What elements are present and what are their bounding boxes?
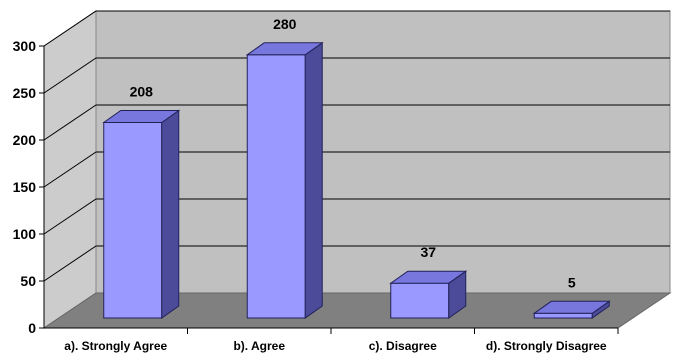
y-tick-label: 50 <box>20 273 36 289</box>
gridline <box>43 10 670 47</box>
gridline <box>43 245 670 282</box>
bar-front <box>533 312 593 319</box>
chart-gridlines <box>43 10 670 282</box>
gridline <box>43 151 670 188</box>
data-label: 37 <box>420 244 436 260</box>
data-labels: 208 280 37 5 <box>130 16 576 290</box>
y-tick-label: 0 <box>28 320 36 336</box>
data-label: 280 <box>273 16 297 32</box>
bar-front <box>390 282 450 319</box>
x-tick-label: c). Disagree <box>369 339 437 353</box>
bar-top <box>389 270 468 284</box>
y-tick-label: 300 <box>13 38 37 54</box>
bar-top <box>245 42 324 56</box>
bar-side <box>161 109 180 319</box>
bar-top <box>532 300 611 314</box>
data-label: 5 <box>568 274 576 290</box>
x-tick-label: a). Strongly Agree <box>64 339 167 353</box>
bar-2 <box>245 41 324 319</box>
chart-bars <box>102 41 611 319</box>
bar-top <box>102 109 181 123</box>
gridline <box>43 57 670 94</box>
y-axis-tick-labels: 0 50 100 150 200 250 300 <box>13 38 37 336</box>
bar-3 <box>389 270 468 319</box>
gridline <box>43 198 670 235</box>
bar-side <box>304 41 323 319</box>
y-tick-label: 250 <box>13 85 37 101</box>
bar-4 <box>532 300 611 319</box>
x-axis-tick-labels: a). Strongly Agree b). Agree c). Disagree d… <box>64 339 607 353</box>
x-tick-label: d). Strongly Disagree <box>486 339 607 353</box>
y-tick-label: 150 <box>13 179 37 195</box>
bar-front <box>246 54 306 319</box>
bar-1 <box>102 109 181 319</box>
gridline <box>43 104 670 141</box>
data-label: 208 <box>130 83 154 99</box>
y-tick-label: 100 <box>13 226 37 242</box>
chart-floor <box>39 45 672 334</box>
bar-front <box>103 121 163 319</box>
x-tick-label: b). Agree <box>233 339 285 353</box>
y-tick-label: 200 <box>13 132 37 148</box>
